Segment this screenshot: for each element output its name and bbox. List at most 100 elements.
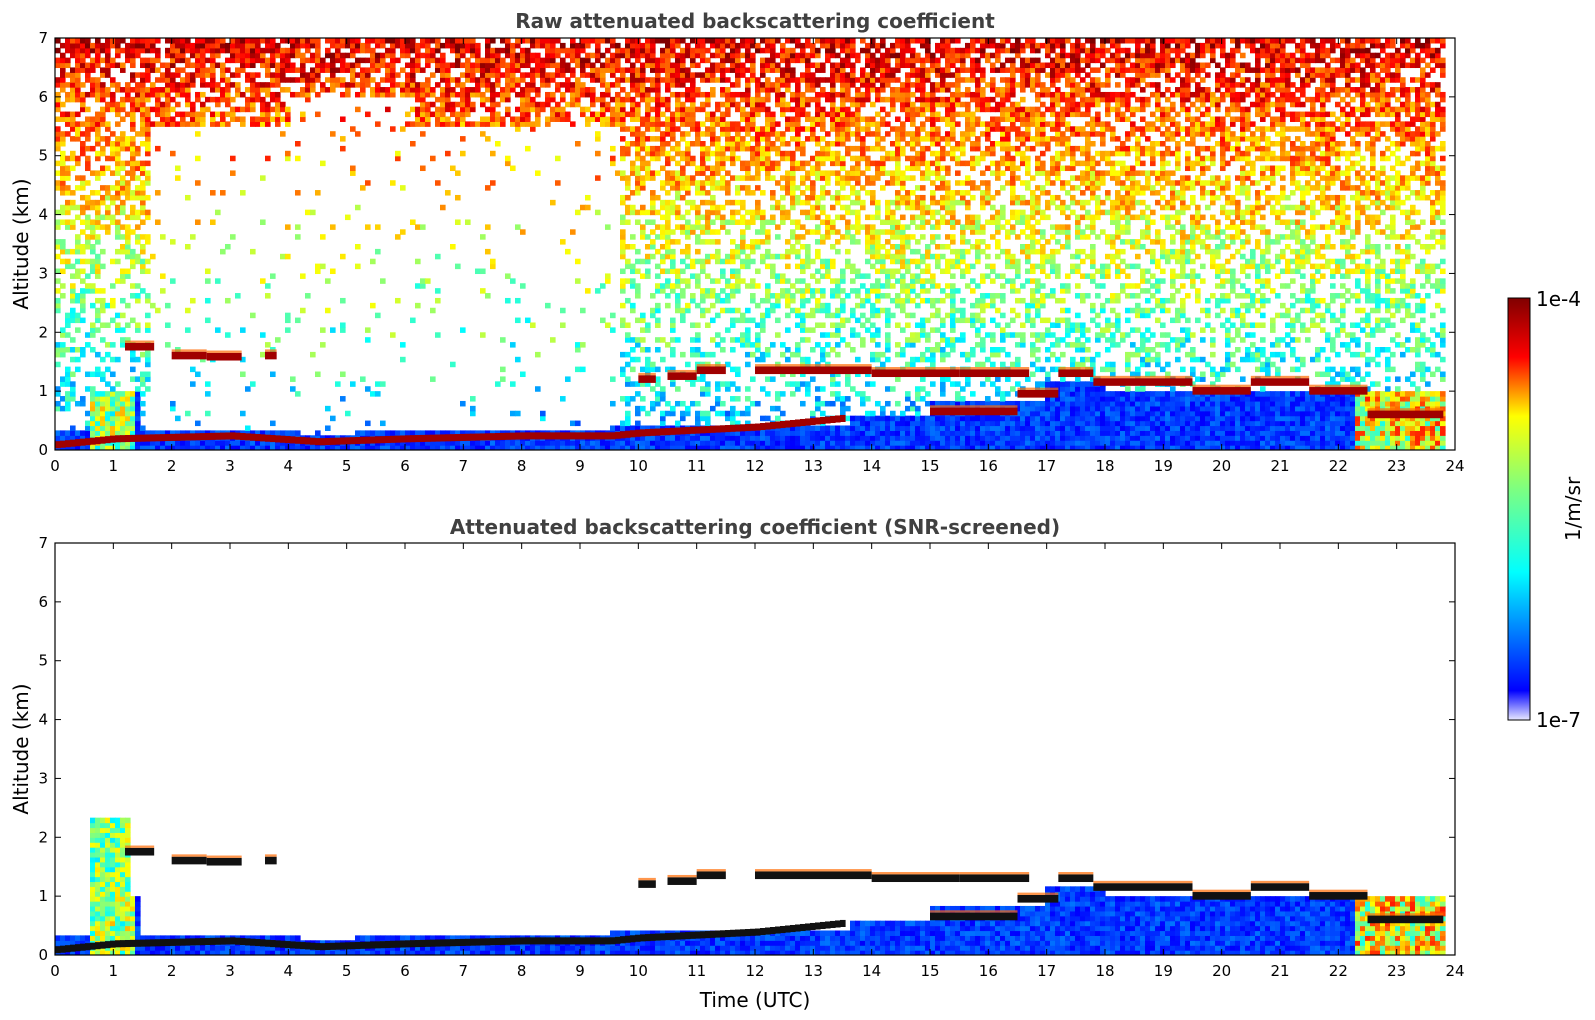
heatmap-cell [840,440,846,446]
heatmap-cell [810,312,816,319]
heatmap-cell [720,91,726,98]
heatmap-cell [585,72,591,78]
heatmap-cell [155,219,161,225]
heatmap-cell [475,52,481,59]
heatmap-cell [810,273,816,279]
heatmap-cell [625,180,631,186]
heatmap-cell [345,91,351,98]
heatmap-cell [60,396,66,402]
heatmap-cell [715,42,721,49]
heatmap-cell [580,57,586,64]
heatmap-cell [765,87,771,93]
heatmap-cell [690,57,696,64]
heatmap-cell [615,106,621,113]
heatmap-cell [765,297,771,304]
heatmap-cell [575,347,581,353]
heatmap-cell [685,234,691,240]
heatmap-cell [260,219,266,225]
heatmap-cell [365,38,371,44]
heatmap-cell [140,244,146,250]
heatmap-cell [635,219,641,225]
heatmap-cell [655,150,661,157]
heatmap-cell [120,342,126,348]
heatmap-cell [845,224,851,230]
heatmap-cell [815,62,821,69]
heatmap-cell [115,420,121,427]
heatmap-cell [690,160,696,167]
heatmap-cell [690,87,696,93]
heatmap-cell [85,72,91,78]
heatmap-cell [735,435,741,441]
heatmap-cell [710,435,716,441]
heatmap-cell [580,91,586,98]
heatmap-cell [125,239,131,245]
heatmap-cell [110,150,116,157]
heatmap-cell [585,204,591,211]
heatmap-cell [620,52,626,59]
heatmap-cell [870,248,876,255]
heatmap-cell [80,268,86,275]
heatmap-cell [630,283,636,289]
heatmap-cell [140,194,146,201]
heatmap-cell [240,440,246,446]
heatmap-cell [560,445,566,450]
heatmap-cell [830,194,836,201]
heatmap-cell [65,47,71,54]
heatmap-cell [865,96,871,103]
heatmap-cell [740,111,746,118]
heatmap-cell [210,77,216,83]
heatmap-cell [805,445,811,450]
heatmap-cell [805,435,811,441]
heatmap-cell [130,194,136,201]
heatmap-cell [670,180,676,186]
heatmap-cell [655,136,661,142]
heatmap-cell [110,400,116,407]
heatmap-cell [340,253,346,260]
heatmap-cell [75,268,81,275]
heatmap-cell [345,214,351,221]
heatmap-cell [630,141,636,147]
heatmap-cell [520,38,526,44]
heatmap-cell [845,136,851,142]
heatmap-cell [115,145,121,152]
heatmap-cell [210,111,216,118]
heatmap-cell [775,234,781,240]
heatmap-cell [725,293,731,299]
heatmap-cell [80,351,86,358]
heatmap-cell [825,312,831,319]
heatmap-cell [210,445,216,450]
heatmap-cell [675,400,681,407]
heatmap-cell [805,67,811,73]
heatmap-cell [650,77,656,83]
heatmap-cell [160,121,166,127]
heatmap-cell [350,38,356,44]
heatmap-cell [155,430,161,436]
heatmap-cell [65,248,71,255]
heatmap-cell [650,445,656,450]
heatmap-cell [320,435,326,441]
heatmap-cell [410,440,416,446]
heatmap-cell [410,57,416,64]
heatmap-cell [800,381,806,387]
heatmap-cell [440,111,446,118]
heatmap-cell [690,116,696,122]
heatmap-cell [530,87,536,93]
heatmap-cell [810,307,816,314]
heatmap-cell [580,106,586,113]
heatmap-cell [460,445,466,450]
heatmap-cell [130,396,136,402]
heatmap-cell [100,150,106,157]
heatmap-cell [455,445,461,450]
heatmap-cell [860,337,866,343]
heatmap-cell [140,410,146,417]
heatmap-cell [870,381,876,387]
heatmap-cell [450,38,456,44]
heatmap-cell [725,297,731,304]
heatmap-cell [230,234,236,240]
heatmap-cell [740,175,746,181]
heatmap-cell [705,77,711,83]
heatmap-cell [705,101,711,108]
heatmap-cell [395,42,401,49]
heatmap-cell [800,337,806,343]
heatmap-cell [700,224,706,230]
